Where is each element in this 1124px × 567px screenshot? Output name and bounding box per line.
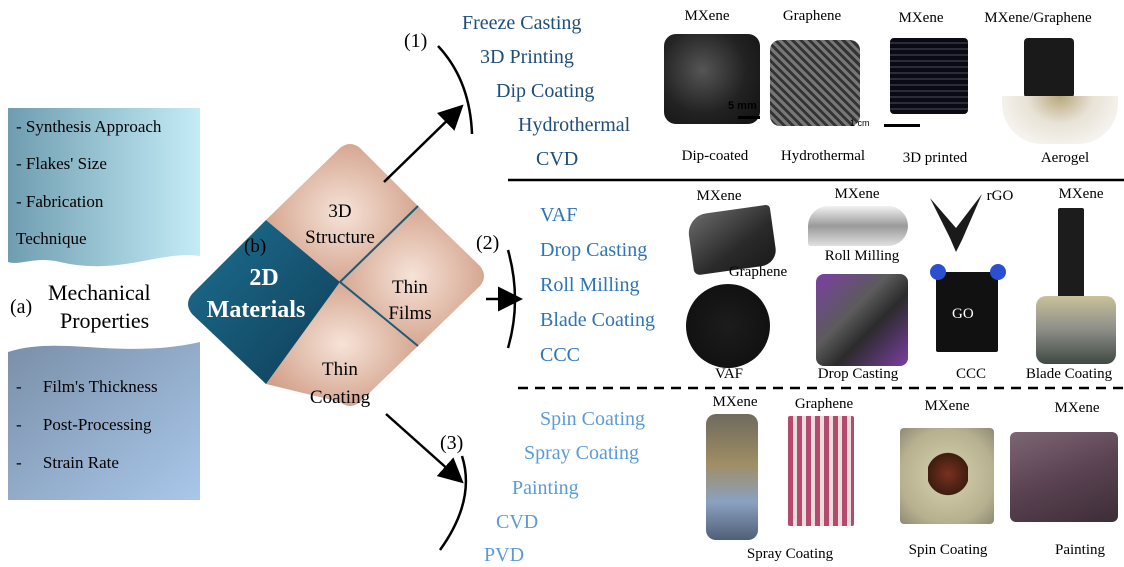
bottom-item-2: - Post-Processing <box>16 415 152 434</box>
s1-label-mxene-2: MXene <box>898 10 944 26</box>
s1-label-mxene-1: MXene <box>684 8 730 24</box>
top-item-3: - Fabrication <box>16 192 104 211</box>
s1-caption-hydrothermal: Hydrothermal <box>780 148 866 164</box>
s2-caption-blade-coating: Blade Coating <box>1025 366 1113 382</box>
s2-label-rgo: rGO <box>986 188 1014 204</box>
s1-label-mxene-graphene: MXene/Graphene <box>984 10 1092 26</box>
coating-line2: Coating <box>309 387 371 408</box>
arrow-to-section3 <box>385 413 464 484</box>
mechanical-title: Mechanical <box>48 280 151 305</box>
glove-right-icon <box>990 264 1006 280</box>
bracket-2 <box>506 249 517 349</box>
method-dip-coating: Dip Coating <box>496 80 595 102</box>
method-cvd-3: CVD <box>496 511 539 533</box>
structure-petal <box>266 144 418 282</box>
s1-label-graphene: Graphene <box>782 8 842 24</box>
method-spin-coating: Spin Coating <box>540 408 646 430</box>
structure-line2: Structure <box>305 227 375 248</box>
s2-caption-ccc: CCC <box>955 366 986 382</box>
top-item-2: - Flakes' Size <box>16 154 107 173</box>
s2-caption-drop-casting: Drop Casting <box>817 366 899 382</box>
s3-label-mxene-1: MXene <box>712 394 758 410</box>
section2-number: (2) <box>476 232 500 254</box>
s2-label-roll-milling: Roll Milling <box>824 248 900 264</box>
bracket-1 <box>437 45 474 135</box>
mxene-dip-coated-image <box>664 34 760 124</box>
s1-caption-dip-coated: Dip-coated <box>681 148 749 164</box>
go-film-image <box>936 272 998 352</box>
go-text: GO <box>952 306 974 322</box>
spray-coating-graphene-image <box>788 416 854 526</box>
graphene-hydrothermal-image <box>770 40 860 126</box>
method-drop-casting: Drop Casting <box>540 239 648 261</box>
drop-casting-image <box>816 274 908 366</box>
s2-label-graphene: Graphene <box>728 264 788 280</box>
top-item-4: Technique <box>16 229 87 248</box>
s3-caption-spray-coating: Spray Coating <box>746 546 834 562</box>
s2-label-mxene-2: MXene <box>834 186 880 202</box>
scale-bar-3d <box>884 124 920 127</box>
top-item-1: - Synthesis Approach <box>16 117 162 136</box>
roll-milling-image <box>808 206 908 246</box>
aerogel-flower-image <box>1002 96 1118 144</box>
coating-petal <box>266 282 418 406</box>
rgo-crane-image <box>930 194 982 252</box>
glove-left-icon <box>930 264 946 280</box>
panel-a-label: (a) <box>10 296 33 318</box>
scale-1cm-text: 1 cm <box>850 118 870 128</box>
method-painting: Painting <box>512 477 579 499</box>
method-freeze-casting: Freeze Casting <box>462 12 582 34</box>
method-blade-coating: Blade Coating <box>540 309 655 331</box>
films-line2: Films <box>388 303 432 324</box>
graphene-vaf-image <box>686 284 770 368</box>
s2-label-mxene-1: MXene <box>696 188 742 204</box>
center-line1: 2D <box>249 265 279 291</box>
center-petal <box>188 220 340 384</box>
panel-a-cards <box>8 108 200 500</box>
mxene-3d-printed-image <box>890 38 968 114</box>
s2-label-mxene-3: MXene <box>1058 186 1104 202</box>
method-ccc: CCC <box>540 344 581 366</box>
s2-caption-vaf: VAF <box>714 366 744 382</box>
method-cvd-1: CVD <box>536 148 579 170</box>
bottom-item-1: - Film's Thickness <box>16 377 158 396</box>
center-line2: Materials <box>206 297 306 323</box>
section3-number: (3) <box>440 432 464 454</box>
synthesis-card <box>8 108 200 267</box>
film-card <box>8 342 200 500</box>
films-line1: Thin <box>392 277 428 298</box>
structure-line1: 3D <box>328 201 352 222</box>
method-3d-printing: 3D Printing <box>480 46 574 68</box>
s1-caption-3d-printed: 3D printed <box>902 150 968 166</box>
method-hydrothermal: Hydrothermal <box>518 114 631 136</box>
coating-line1: Thin <box>322 359 358 380</box>
s3-caption-painting: Painting <box>1054 542 1105 558</box>
scale-5mm-text: 5 mm <box>728 100 757 112</box>
blade-coating-car-image <box>1036 296 1116 364</box>
painting-image <box>1010 432 1118 522</box>
method-roll-milling: Roll Milling <box>540 274 640 296</box>
aerogel-body-image <box>1024 38 1074 98</box>
s3-label-graphene: Graphene <box>794 396 854 412</box>
bracket-3 <box>438 455 468 551</box>
spray-coating-mxene-image <box>706 414 758 540</box>
materials-diamond <box>188 144 484 406</box>
bottom-item-3: - Strain Rate <box>16 453 119 472</box>
panel-b-label: (b) <box>244 236 267 257</box>
blade-coating-strip-image <box>1058 208 1084 304</box>
scale-bar-5mm <box>738 116 760 119</box>
dragon-pattern-icon <box>928 452 968 496</box>
s3-caption-spin-coating: Spin Coating <box>908 542 988 558</box>
section1-number: (1) <box>404 30 428 52</box>
s3-label-mxene-3: MXene <box>1054 400 1100 416</box>
method-pvd: PVD <box>484 544 525 566</box>
arrow-to-section1 <box>383 104 464 183</box>
method-vaf: VAF <box>540 204 578 226</box>
method-spray-coating: Spray Coating <box>524 442 639 464</box>
s3-label-mxene-2: MXene <box>924 398 970 414</box>
properties-title: Properties <box>60 308 150 333</box>
s1-caption-aerogel: Aerogel <box>1040 150 1090 166</box>
